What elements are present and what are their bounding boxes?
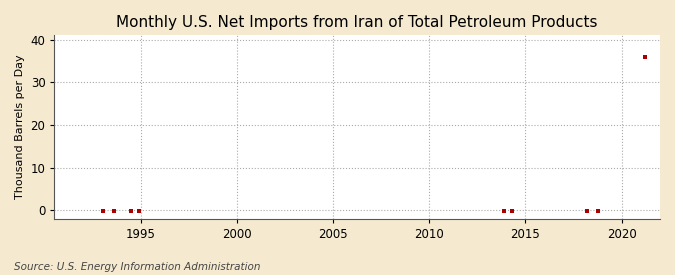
Y-axis label: Thousand Barrels per Day: Thousand Barrels per Day [15,55,25,199]
Text: Source: U.S. Energy Information Administration: Source: U.S. Energy Information Administ… [14,262,260,272]
Title: Monthly U.S. Net Imports from Iran of Total Petroleum Products: Monthly U.S. Net Imports from Iran of To… [117,15,598,30]
